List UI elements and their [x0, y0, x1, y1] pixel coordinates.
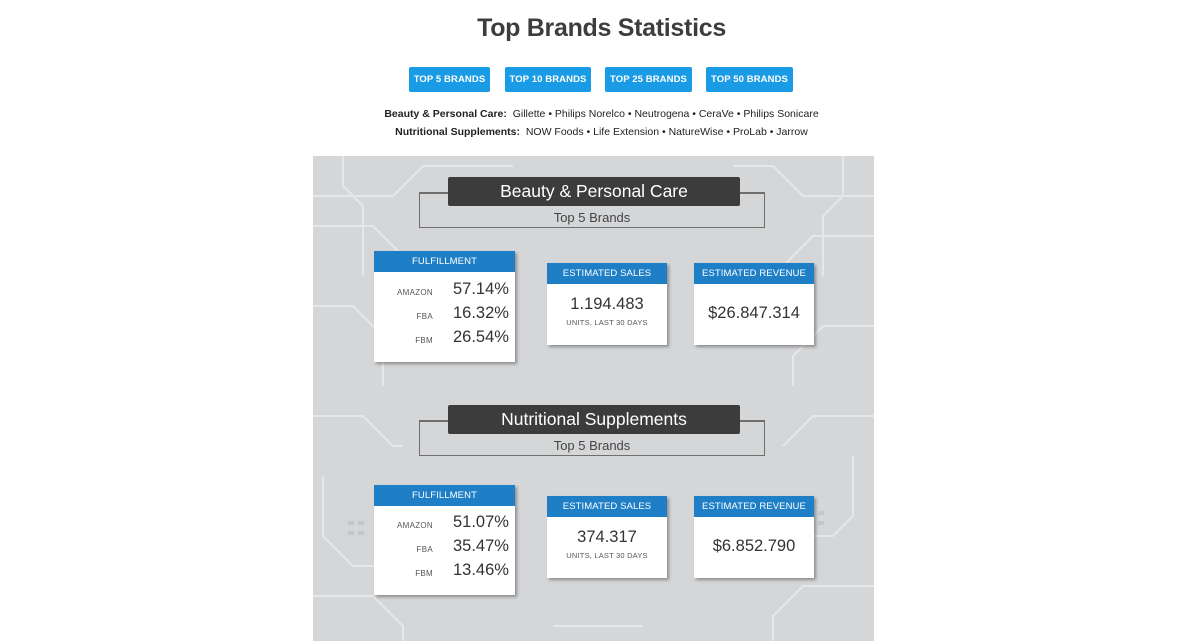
section-title-frame — [419, 420, 765, 456]
fulfillment-row: FBA 16.32% — [374, 304, 515, 328]
card-header: FULFILLMENT — [374, 485, 515, 506]
fulfillment-label: FBM — [415, 569, 433, 578]
card-header: ESTIMATED SALES — [547, 263, 667, 284]
top-50-brands-button[interactable]: TOP 50 BRANDS — [706, 67, 793, 92]
page-title: Top Brands Statistics — [477, 14, 726, 42]
fulfillment-row: FBA 35.47% — [374, 537, 515, 561]
fulfillment-card: FULFILLMENT AMAZON 51.07% FBA 35.47% FBM… — [374, 485, 515, 595]
estimated-revenue-card: ESTIMATED REVENUE $6.852.790 — [694, 496, 814, 578]
estimated-sales-card: ESTIMATED SALES 1.194.483 UNITS, LAST 30… — [547, 263, 667, 345]
top-25-brands-button[interactable]: TOP 25 BRANDS — [605, 67, 692, 92]
sales-note: UNITS, LAST 30 DAYS — [566, 551, 648, 560]
fulfillment-value: 26.54% — [453, 328, 509, 346]
top-10-brands-button[interactable]: TOP 10 BRANDS — [505, 67, 591, 92]
brand-list-category: Nutritional Supplements: — [395, 126, 520, 138]
brand-list-names: Gillette • Philips Norelco • Neutrogena … — [512, 108, 819, 120]
fulfillment-value: 35.47% — [453, 537, 509, 555]
section-subtitle: Top 5 Brands — [553, 210, 631, 225]
fulfillment-row: FBM 26.54% — [374, 328, 515, 352]
sales-value: 374.317 — [577, 528, 637, 546]
section-title: Nutritional Supplements — [448, 405, 740, 434]
fulfillment-label: AMAZON — [396, 288, 433, 297]
fulfillment-label: FBM — [415, 336, 433, 345]
fulfillment-label: AMAZON — [396, 521, 433, 530]
top-5-brands-button[interactable]: TOP 5 BRANDS — [409, 67, 490, 92]
estimated-sales-card: ESTIMATED SALES 374.317 UNITS, LAST 30 D… — [547, 496, 667, 578]
fulfillment-row: FBM 13.46% — [374, 561, 515, 585]
card-header: ESTIMATED REVENUE — [694, 496, 814, 517]
brand-list-supplements: Nutritional Supplements: NOW Foods • Lif… — [0, 126, 1203, 138]
fulfillment-row: AMAZON 57.14% — [374, 280, 515, 304]
revenue-value: $26.847.314 — [708, 304, 800, 322]
estimated-revenue-card: ESTIMATED REVENUE $26.847.314 — [694, 263, 814, 345]
fulfillment-card: FULFILLMENT AMAZON 57.14% FBA 16.32% FBM… — [374, 251, 515, 362]
sales-note: UNITS, LAST 30 DAYS — [566, 318, 648, 327]
brand-count-buttons: TOP 5 BRANDS TOP 10 BRANDS TOP 25 BRANDS… — [0, 67, 1203, 92]
section-title-frame — [419, 192, 765, 228]
section-subtitle: Top 5 Brands — [553, 438, 631, 453]
fulfillment-value: 51.07% — [453, 513, 509, 531]
fulfillment-value: 57.14% — [453, 280, 509, 298]
fulfillment-label: FBA — [416, 312, 433, 321]
fulfillment-row: AMAZON 51.07% — [374, 513, 515, 537]
brand-list-category: Beauty & Personal Care: — [384, 108, 507, 120]
fulfillment-value: 16.32% — [453, 304, 509, 322]
revenue-value: $6.852.790 — [712, 537, 796, 555]
sales-value: 1.194.483 — [570, 295, 644, 313]
stats-panel: Beauty & Personal Care Top 5 Brands FULF… — [313, 156, 874, 641]
card-header: FULFILLMENT — [374, 251, 515, 272]
card-header: ESTIMATED REVENUE — [694, 263, 814, 284]
fulfillment-value: 13.46% — [453, 561, 509, 579]
card-header: ESTIMATED SALES — [547, 496, 667, 517]
section-title: Beauty & Personal Care — [448, 177, 740, 206]
fulfillment-label: FBA — [416, 545, 433, 554]
brand-list-names: NOW Foods • Life Extension • NatureWise … — [525, 126, 808, 138]
brand-list-beauty: Beauty & Personal Care: Gillette • Phili… — [0, 108, 1203, 120]
